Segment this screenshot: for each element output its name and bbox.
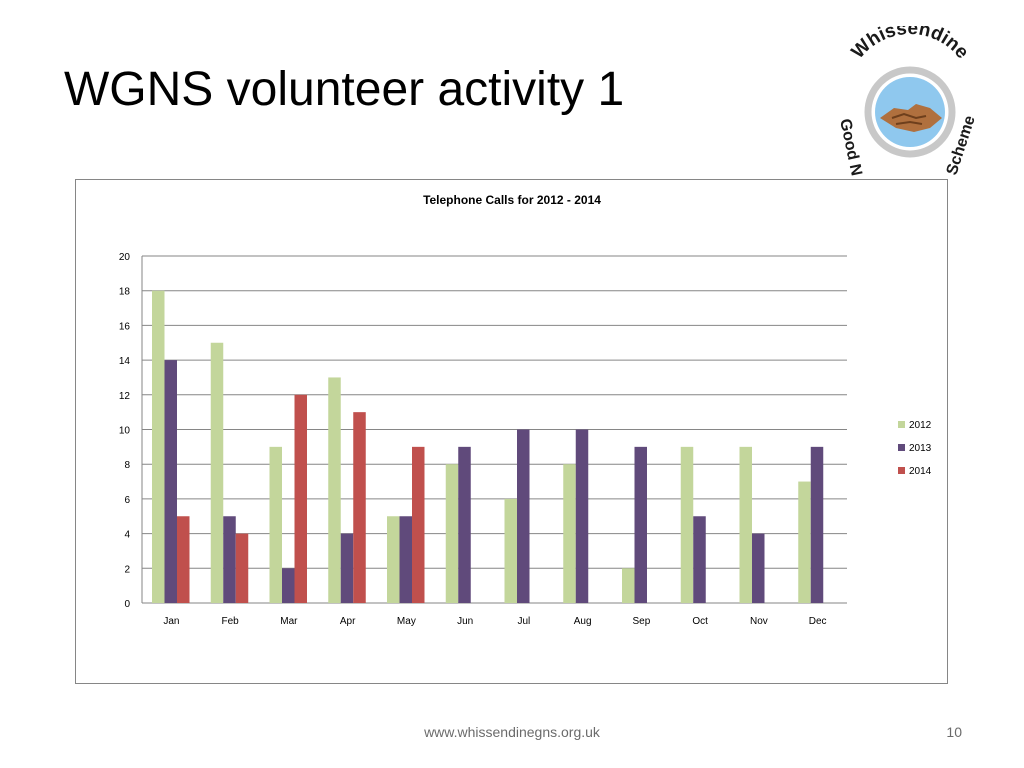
bar-2012-mar <box>269 446 282 603</box>
x-tick-label: Oct <box>692 616 708 627</box>
bar-2013-mar <box>282 568 295 603</box>
bar-2013-aug <box>575 429 589 603</box>
x-tick-label: Apr <box>340 616 356 627</box>
x-tick-label: Dec <box>809 616 827 627</box>
bar-2013-dec <box>810 446 824 603</box>
x-tick-label: Jan <box>163 616 179 627</box>
bar-2013-nov <box>752 533 765 603</box>
y-tick-label: 4 <box>124 530 130 541</box>
y-tick-label: 20 <box>119 252 131 263</box>
x-tick-label: Nov <box>750 616 768 627</box>
handshake-icon <box>880 104 942 132</box>
y-tick-label: 8 <box>124 460 130 471</box>
logo-left-text: Good N <box>836 117 865 177</box>
bar-2014-apr <box>353 412 366 603</box>
page-number: 10 <box>946 724 962 740</box>
bar-2012-feb <box>210 342 224 603</box>
y-tick-label: 6 <box>124 495 130 506</box>
bar-2013-jan <box>164 360 177 603</box>
bar-2012-nov <box>739 446 752 603</box>
footer-url: www.whissendinegns.org.uk <box>424 724 600 740</box>
bar-2013-jun <box>458 446 471 603</box>
x-tick-label: Jul <box>517 616 530 627</box>
bar-2014-mar <box>294 394 307 603</box>
x-tick-label: Mar <box>280 616 298 627</box>
bar-2012-apr <box>328 377 341 603</box>
bar-2013-jul <box>517 429 530 603</box>
legend-label-2014: 2014 <box>909 466 932 477</box>
bar-2012-jan <box>152 290 165 603</box>
y-tick-label: 10 <box>119 426 131 437</box>
bar-2012-jun <box>445 464 459 603</box>
whissendine-logo: Whissendine Good N Scheme <box>826 18 996 186</box>
bar-2012-sep <box>622 568 635 603</box>
logo-graphic: Whissendine Good N Scheme <box>836 18 979 177</box>
x-tick-label: May <box>397 616 416 627</box>
legend-label-2012: 2012 <box>909 420 932 431</box>
bar-2012-aug <box>563 464 576 603</box>
bar-2013-may <box>399 516 412 603</box>
bar-2012-dec <box>798 481 811 603</box>
bar-2012-may <box>387 516 400 603</box>
y-tick-label: 14 <box>119 356 131 367</box>
x-tick-label: Aug <box>574 616 592 627</box>
y-tick-label: 0 <box>124 599 130 610</box>
bar-chart: Telephone Calls for 2012 - 2014 0 2 4 6 8 10 1… <box>119 193 932 627</box>
y-tick-label: 2 <box>124 564 130 575</box>
bar-2012-oct <box>680 446 694 603</box>
x-tick-label: Feb <box>222 616 240 627</box>
legend-swatch-2012 <box>898 421 905 428</box>
bar-2014-feb <box>235 533 249 603</box>
chart-frame: Telephone Calls for 2012 - 2014 0 2 4 6 8 10 1… <box>75 179 948 684</box>
bar-2013-apr <box>340 533 354 603</box>
legend-swatch-2014 <box>898 467 905 474</box>
y-tick-label: 16 <box>119 321 131 332</box>
bar-2014-may <box>412 446 425 603</box>
slide-title: WGNS volunteer activity 1 <box>64 63 625 116</box>
bar-2013-feb <box>223 516 236 603</box>
x-tick-label: Jun <box>457 616 473 627</box>
chart-title: Telephone Calls for 2012 - 2014 <box>423 193 601 207</box>
x-tick-label: Sep <box>632 616 650 627</box>
y-tick-label: 18 <box>119 287 131 298</box>
bar-2013-oct <box>693 516 706 603</box>
y-tick-label: 12 <box>119 391 131 402</box>
bar-2012-jul <box>504 498 517 603</box>
bar-2014-jan <box>177 516 190 603</box>
legend-label-2013: 2013 <box>909 443 932 454</box>
bar-2013-sep <box>634 446 647 603</box>
logo-top-text: Whissendine <box>848 26 973 63</box>
legend-swatch-2013 <box>898 444 905 451</box>
